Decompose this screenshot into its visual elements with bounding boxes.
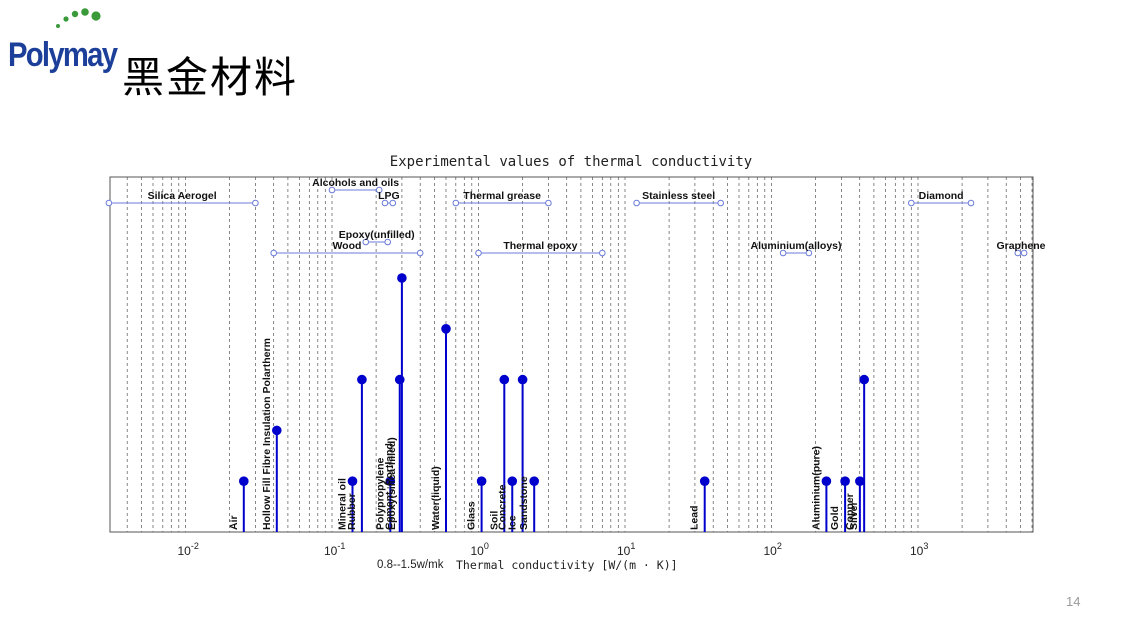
x-tick-label: 10-2	[178, 541, 199, 558]
logo-dots-icon	[56, 8, 101, 28]
range-endpoint	[384, 238, 392, 246]
point-label: Gold	[829, 506, 841, 530]
plot-area	[109, 176, 1034, 533]
x-tick-label: 101	[617, 541, 635, 558]
range-endpoint	[805, 249, 813, 257]
range-endpoint	[389, 199, 397, 207]
point-label: Soil	[488, 511, 500, 530]
data-point	[840, 476, 850, 487]
logo-wordmark: Polymay	[8, 36, 118, 74]
x-tick-label: 103	[910, 541, 928, 558]
range-endpoint	[633, 199, 640, 207]
data-point	[507, 476, 518, 487]
range-endpoint	[779, 249, 787, 257]
point-label: Silver	[848, 501, 860, 530]
point-label: Concrete	[496, 484, 508, 530]
point-label: Water(liquid)	[430, 466, 442, 530]
point-label: Sandstone	[518, 476, 530, 530]
range-endpoint	[270, 249, 278, 257]
range-label: Diamond	[919, 190, 964, 202]
slide-title: 黑金材料	[122, 53, 299, 102]
range-label: Alcohols and oils	[312, 177, 399, 189]
data-point	[855, 476, 865, 487]
point-label: Epoxy(silica-filled)	[386, 437, 398, 530]
point-label: Cement, Portland	[384, 443, 396, 530]
point-label: Mineral oil	[336, 478, 348, 530]
range-label: LPG	[378, 190, 400, 202]
polymay-logo: Polymay	[8, 4, 118, 94]
data-point	[357, 374, 367, 385]
range-endpoint	[717, 199, 724, 207]
range-endpoint	[475, 249, 482, 257]
range-endpoint	[545, 199, 552, 207]
data-point	[238, 476, 249, 487]
range-label: Stainless steel	[642, 190, 715, 202]
point-label: Rubber	[346, 493, 358, 530]
range-endpoint	[328, 186, 336, 194]
range-endpoint	[105, 199, 113, 207]
range-endpoint	[599, 249, 606, 257]
range-label: Wood	[332, 240, 361, 252]
range-endpoint	[381, 199, 389, 207]
data-point	[397, 273, 407, 283]
range-label: Aluminium(alloys)	[750, 240, 841, 252]
page-number: 14	[1066, 594, 1081, 609]
data-point	[859, 374, 869, 385]
data-point	[385, 476, 396, 487]
range-endpoint	[1014, 249, 1022, 257]
range-endpoint	[452, 199, 460, 207]
x-axis-label: Thermal conductivity [W/(m · K)]	[456, 558, 678, 572]
range-label: Epoxy(unfilled)	[339, 229, 415, 241]
range-endpoint	[375, 186, 383, 194]
range-endpoint	[967, 199, 975, 207]
range-label: Graphene	[996, 240, 1045, 252]
range-endpoint	[907, 199, 915, 207]
x-tick-label: 10-1	[324, 541, 345, 558]
data-point	[499, 374, 510, 385]
data-point	[821, 476, 832, 487]
data-point	[699, 476, 710, 487]
point-label: Air	[228, 515, 240, 530]
range-endpoint	[252, 199, 259, 207]
data-point	[517, 374, 528, 385]
range-endpoint	[1020, 249, 1028, 257]
range-label: Silica Aerogel	[148, 190, 217, 202]
x-tick-label: 100	[471, 541, 489, 558]
point-label: Aluminium(pure)	[810, 446, 822, 530]
point-label: Polypropylene	[374, 457, 386, 530]
point-label: Copper	[844, 493, 856, 530]
range-endpoint	[416, 249, 424, 257]
data-point	[529, 476, 540, 487]
point-label: Glass	[466, 501, 478, 530]
range-label: Thermal epoxy	[503, 240, 577, 252]
data-point	[347, 476, 358, 487]
point-label: Hollow Fill Fibre Insulation Polartherm	[261, 338, 273, 530]
x-tick-label: 102	[764, 541, 782, 558]
point-stems: Air Hollow Fill Fibre Insulation Polarthe…	[228, 273, 869, 532]
data-point	[441, 324, 451, 334]
range-endpoint	[362, 238, 370, 246]
data-point	[476, 476, 487, 487]
point-label: Ice	[507, 515, 519, 530]
x-tick-labels: 10-2 10-1 100 101 102 103	[178, 541, 929, 558]
point-label: Lead	[689, 505, 701, 530]
chart-title: Experimental values of thermal conductiv…	[390, 154, 752, 170]
range-annotation: 0.8--1.5w/mk	[377, 559, 444, 571]
data-point	[394, 374, 405, 385]
range-label: Thermal grease	[463, 190, 541, 202]
data-point	[272, 425, 282, 436]
